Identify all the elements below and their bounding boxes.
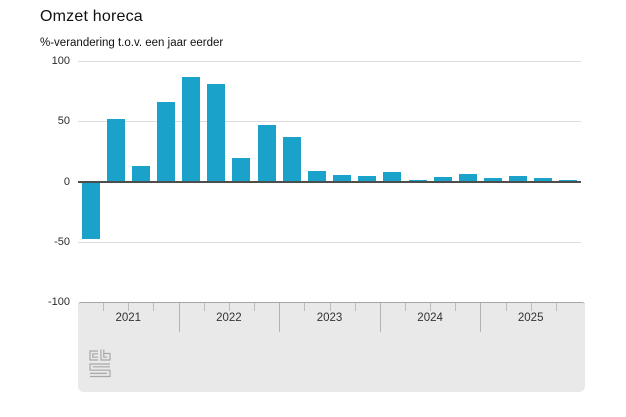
quarter-tick — [329, 303, 331, 311]
quarter-tick — [304, 303, 306, 311]
zero-axis-line — [78, 181, 581, 183]
x-axis-year-2025: 2025 — [517, 312, 544, 324]
bar-2022-Q2[interactable] — [207, 84, 226, 182]
y-axis-label-100: 100 — [51, 55, 70, 67]
bar-2025-Q3[interactable] — [534, 178, 553, 182]
quarter-tick — [354, 303, 356, 311]
x-axis-year-2023: 2023 — [316, 312, 343, 324]
bar-2023-Q4[interactable] — [358, 175, 377, 182]
year-divider-2024 — [379, 303, 381, 332]
quarter-tick — [555, 303, 557, 311]
x-axis-year-2021: 2021 — [115, 312, 142, 324]
bar-2021-Q2[interactable] — [106, 119, 125, 182]
cbs-logo-icon — [89, 349, 111, 378]
quarter-tick — [128, 303, 130, 311]
quarter-tick — [203, 303, 205, 311]
quarter-tick — [455, 303, 457, 311]
bar-2025-Q1[interactable] — [483, 178, 502, 182]
year-divider-2022 — [178, 303, 180, 332]
y-axis-label--50: -50 — [54, 235, 70, 248]
year-divider-2025 — [480, 303, 482, 332]
x-axis-year-2024: 2024 — [417, 312, 443, 324]
bar-2025-Q4[interactable] — [559, 179, 578, 182]
chart-subtitle: %-verandering t.o.v. een jaar eerder — [40, 37, 224, 49]
x-axis-year-2022: 2022 — [216, 312, 242, 324]
quarter-tick — [505, 303, 507, 311]
bar-2024-Q3[interactable] — [433, 177, 452, 182]
y-axis-label-0: 0 — [63, 175, 70, 188]
quarter-tick — [103, 303, 105, 311]
gridline-50 — [78, 121, 581, 123]
quarter-tick — [254, 303, 256, 311]
quarter-tick — [430, 303, 432, 311]
page-title: Omzet horeca — [40, 8, 143, 25]
quarter-tick — [404, 303, 406, 311]
bar-2021-Q4[interactable] — [157, 102, 176, 182]
bar-2022-Q1[interactable] — [182, 77, 201, 182]
bar-2023-Q3[interactable] — [333, 174, 352, 182]
bar-2023-Q2[interactable] — [307, 171, 326, 182]
bar-2023-Q1[interactable] — [282, 137, 301, 182]
time-axis-panel[interactable]: 2021 2022 2023 2024 2025 — [78, 302, 585, 392]
bar-2021-Q1[interactable] — [81, 182, 100, 239]
quarter-tick — [228, 303, 230, 311]
bar-2024-Q4[interactable] — [458, 173, 477, 182]
bar-2022-Q3[interactable] — [232, 157, 251, 182]
y-axis-label--100: -100 — [47, 296, 70, 308]
gridline--50 — [78, 241, 581, 243]
bar-2024-Q1[interactable] — [383, 172, 402, 182]
year-divider-2023 — [279, 303, 281, 332]
gridline-100 — [78, 61, 581, 62]
quarter-tick — [153, 303, 155, 311]
bar-2022-Q4[interactable] — [257, 125, 276, 182]
quarter-tick — [530, 303, 532, 311]
bar-2024-Q2[interactable] — [408, 179, 427, 182]
y-axis-label-50: 50 — [57, 115, 70, 128]
bar-2021-Q3[interactable] — [131, 166, 150, 182]
bar-2025-Q2[interactable] — [509, 175, 528, 182]
